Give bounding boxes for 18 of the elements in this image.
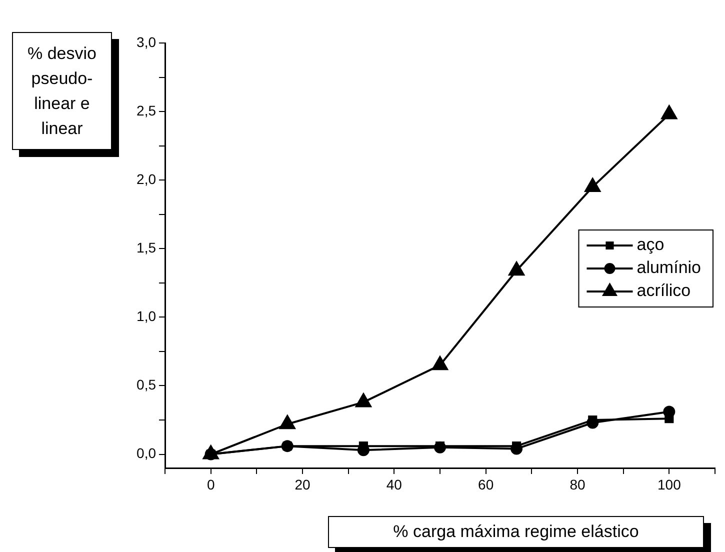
y-tick-label: 1,5 — [136, 240, 156, 256]
x-tick-label: 20 — [294, 476, 310, 492]
x-tick-label: 0 — [206, 476, 215, 492]
legend-label: aço — [636, 235, 664, 254]
y-tick-label: 0,5 — [136, 376, 156, 393]
legend-label: acrílico — [636, 281, 691, 300]
y-tick-label: 2,5 — [136, 102, 156, 118]
x-tick-label: 60 — [478, 476, 494, 492]
x-tick-label: 40 — [386, 476, 402, 492]
y-tick-label: 2,0 — [136, 170, 156, 187]
y-axis-title: % desvio pseudo-linear e linear — [12, 32, 112, 150]
x-tick-label: 100 — [657, 476, 682, 492]
y-tick-label: 0,0 — [136, 445, 156, 462]
y-tick-label: 1,0 — [136, 308, 156, 324]
y-tick-label: 3,0 — [136, 34, 156, 50]
x-tick-label: 80 — [570, 476, 586, 492]
x-axis-title: % carga máxima regime elástico — [328, 516, 704, 548]
legend-label: alumínio — [636, 258, 702, 278]
